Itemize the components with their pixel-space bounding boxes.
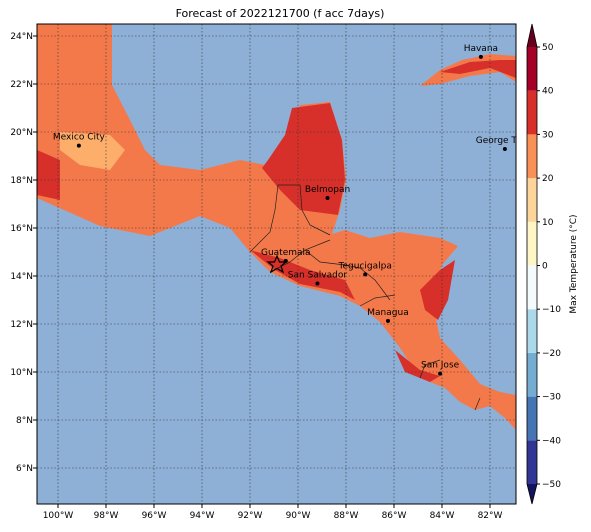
city-label: Managua — [367, 308, 408, 318]
title: Forecast of 2022121700 (f acc 7days) — [176, 7, 385, 20]
x-tick-label: 96°W — [142, 511, 167, 521]
city-marker — [386, 318, 391, 323]
city-label: Tegucigalpa — [338, 261, 392, 271]
star-marker — [266, 254, 288, 274]
city-marker — [315, 281, 320, 286]
city-marker — [438, 371, 443, 376]
colorbar-bin — [527, 221, 537, 266]
y-tick-label: 24°N — [10, 32, 33, 42]
y-tick-label: 16°N — [10, 224, 33, 234]
mainland — [37, 24, 516, 430]
cities: Mexico City Havana George Town Belmopan Guat… — [53, 44, 534, 376]
city-label: San Jose — [421, 361, 460, 371]
city-marker — [325, 196, 330, 200]
x-tick-label: 98°W — [94, 511, 119, 521]
colorbar-tick-label: 40 — [542, 87, 554, 97]
city-label: Belmopan — [305, 185, 350, 195]
city-label: Havana — [464, 44, 498, 54]
city-marker — [478, 54, 483, 59]
colorbar-tick-label: −30 — [542, 393, 561, 403]
y-tick-label: 22°N — [10, 80, 33, 90]
x-tick-label: 82°W — [478, 511, 503, 521]
colorbar-tick-label: 20 — [542, 174, 554, 184]
colorbar-tick-label: 30 — [542, 130, 554, 140]
land — [37, 24, 516, 430]
colorbar-label: Max Temperature (°C) — [569, 214, 579, 313]
borders — [249, 184, 481, 411]
city-label: Mexico City — [53, 133, 106, 143]
colorbar-bin — [527, 396, 537, 441]
city-label: San Salvador — [288, 270, 348, 280]
city-marker — [502, 147, 507, 152]
colorbar-bin — [527, 309, 537, 353]
colorbar-tick-label: 0 — [542, 262, 548, 272]
colorbar-bin — [527, 178, 537, 222]
colorbar-bin — [527, 352, 537, 397]
y-tick-label: 18°N — [10, 176, 33, 186]
city-label: Guatemala — [261, 248, 311, 258]
colorbar-tick-label: −10 — [542, 305, 561, 315]
hot-cuba — [440, 60, 516, 78]
city-label: George Town — [476, 136, 534, 146]
x-tick-label: 92°W — [238, 511, 263, 521]
colorbar-bin — [527, 90, 537, 135]
y-tick-label: 20°N — [10, 128, 33, 138]
colorbar-tick-label: −50 — [542, 480, 561, 490]
y-tick-label: 8°N — [16, 416, 33, 426]
map-frame — [36, 23, 517, 505]
colorbar-tick-label: 10 — [542, 218, 554, 228]
colorbar-bin — [527, 134, 537, 179]
city-marker — [363, 272, 368, 277]
colorbar-under — [527, 484, 537, 504]
y-tick-label: 10°N — [10, 368, 33, 378]
colorbar: −50 −40 −30 −20 −10 0 10 20 30 40 50 — [526, 23, 561, 505]
hot-yucatan — [262, 103, 345, 215]
x-tick-label: 100°W — [43, 511, 74, 521]
graticule: 100°W 98°W 96°W 94°W 92°W 90°W 88°W 86°W 84°W 82°… — [10, 24, 516, 521]
colorbar-tick-label: −40 — [542, 436, 561, 446]
x-tick-label: 90°W — [286, 511, 311, 521]
x-tick-label: 84°W — [430, 511, 455, 521]
colorbar-bin — [527, 47, 537, 91]
x-tick-label: 88°W — [334, 511, 359, 521]
y-tick-label: 12°N — [10, 320, 33, 330]
colorbar-tick-label: −20 — [542, 349, 561, 359]
colorbar-bin — [527, 440, 537, 484]
colorbar-bin — [527, 265, 537, 310]
x-tick-label: 86°W — [382, 511, 407, 521]
y-tick-label: 14°N — [10, 272, 33, 282]
colorbar-over — [527, 24, 537, 47]
colorbar-tick-label: 50 — [542, 43, 554, 53]
x-tick-label: 94°W — [190, 511, 215, 521]
mild-highland — [60, 132, 125, 170]
y-tick-label: 6°N — [16, 464, 33, 474]
city-marker — [76, 143, 81, 148]
